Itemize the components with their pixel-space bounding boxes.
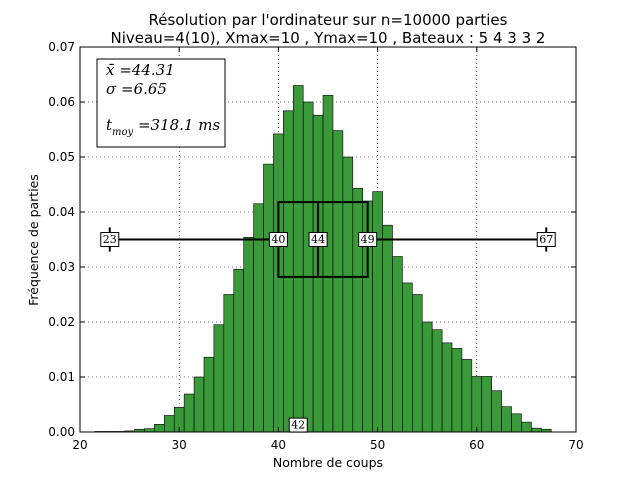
- y-tick-label: 0.03: [48, 260, 75, 274]
- histogram-bar: [322, 95, 334, 433]
- histogram-bar: [253, 203, 264, 433]
- histogram-bar: [501, 406, 512, 433]
- histogram-bar: [431, 329, 443, 433]
- histogram-bar: [421, 321, 433, 433]
- chart-title: Résolution par l'ordinateur sur n=10000 …: [149, 11, 508, 29]
- histogram-bar: [511, 413, 522, 433]
- y-tick-label: 0.06: [48, 95, 75, 109]
- median-label: 44: [311, 233, 325, 246]
- histogram-bar: [154, 423, 165, 433]
- histogram-bar: [451, 348, 463, 433]
- histogram-bar: [412, 294, 423, 433]
- histogram-bar: [481, 376, 492, 433]
- chart-subtitle: Niveau=4(10), Xmax=10 , Ymax=10 , Bateau…: [111, 29, 546, 47]
- q1-label-frame: [268, 232, 288, 247]
- boxplot-layer: 23 40 44 49 67 42: [100, 201, 556, 433]
- stats-box: x̄ =44.31 σ =6.65 tmoy =318.1 ms: [96, 58, 226, 148]
- histogram-bar: [392, 256, 403, 433]
- histogram-bar: [372, 191, 383, 433]
- x-tick-label: 30: [172, 438, 187, 452]
- histogram-bar: [233, 268, 244, 433]
- histogram-bar: [292, 85, 304, 433]
- y-axis-label: Fréquence de parties: [26, 174, 41, 306]
- histogram-bar: [273, 133, 284, 433]
- q3-label-frame: [358, 232, 378, 247]
- histogram-bar: [382, 224, 393, 433]
- histogram-bar: [471, 376, 483, 433]
- x-tick-label: 50: [370, 438, 385, 452]
- mean-label: x̄ =44.31: [106, 61, 175, 79]
- y-tick-label: 0.00: [48, 425, 75, 439]
- mode-label: 42: [291, 419, 305, 432]
- x-tick-label: 60: [469, 438, 484, 452]
- histogram-bar: [203, 356, 215, 433]
- time-label: tmoy =318.1 ms: [106, 116, 220, 138]
- x-tick-label: 20: [72, 438, 87, 452]
- histogram-bar: [332, 130, 344, 433]
- y-tick-label: 0.02: [48, 315, 75, 329]
- histogram-bar: [164, 415, 175, 433]
- histogram-bar: [342, 156, 354, 433]
- histogram-bar: [352, 188, 364, 433]
- histogram-bar: [302, 101, 314, 433]
- min-label-frame: [100, 232, 120, 247]
- histogram-bar: [461, 359, 473, 433]
- y-tick-label: 0.04: [48, 205, 75, 219]
- histogram-bar: [491, 390, 502, 433]
- plot-frame: [79, 46, 577, 433]
- histogram-bar: [531, 427, 542, 433]
- histogram-bar: [243, 237, 254, 433]
- ticks-layer: 20 30 40 50 60 70 0.00 0.01 0.02 0.03 0.04 0.05 0.06…: [48, 40, 583, 452]
- y-tick-label: 0.07: [48, 40, 75, 54]
- histogram-bar: [183, 393, 195, 433]
- histogram-bar: [402, 282, 413, 433]
- median-label-frame: [308, 232, 328, 247]
- y-tick-label: 0.01: [48, 370, 75, 384]
- max-label: 67: [539, 233, 553, 246]
- q1-label: 40: [271, 233, 285, 246]
- histogram-bar: [223, 294, 235, 433]
- histogram-bar: [213, 324, 225, 433]
- sigma-label: σ =6.65: [106, 80, 167, 98]
- x-tick-label: 70: [568, 438, 583, 452]
- max-label-frame: [536, 232, 556, 247]
- x-tick-label: 40: [271, 438, 286, 452]
- y-tick-label: 0.05: [48, 150, 75, 164]
- q3-label: 49: [361, 233, 375, 246]
- stats-box-frame: [96, 58, 226, 148]
- histogram-bar: [193, 376, 205, 433]
- histogram-bar: [283, 110, 294, 433]
- histogram-bar: [263, 163, 274, 433]
- histogram-bar: [441, 342, 453, 433]
- x-axis-label: Nombre de coups: [273, 455, 383, 470]
- min-label: 23: [103, 233, 117, 246]
- histogram-bar: [521, 421, 532, 433]
